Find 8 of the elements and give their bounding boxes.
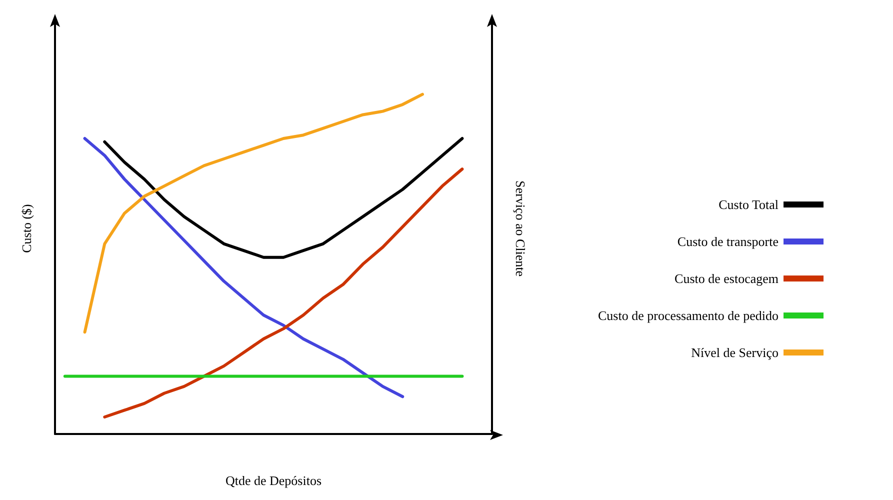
y-axis-title: Custo ($)	[19, 204, 34, 253]
legend-label: Custo Total	[718, 197, 779, 212]
x-axis-title: Qtde de Depósitos	[225, 473, 322, 488]
legend-label: Custo de estocagem	[674, 271, 779, 286]
legend-label: Custo de processamento de pedido	[598, 308, 779, 323]
y2-axis-title: Serviço ao Cliente	[513, 180, 528, 277]
legend-label: Nível de Serviço	[691, 345, 779, 360]
legend-label: Custo de transporte	[677, 234, 779, 249]
